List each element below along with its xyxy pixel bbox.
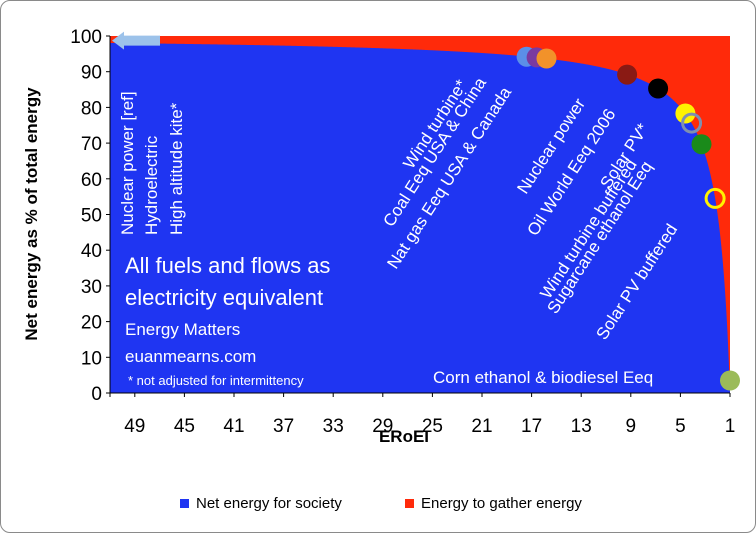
marker-point-11 [704,187,726,209]
y-tick-label: 0 [91,384,102,405]
info-footnote: * not adjusted for intermittency [128,373,304,388]
x-tick-label: 5 [675,416,686,437]
y-tick-labels: 0 10 20 30 40 50 60 70 80 90 100 [70,27,110,405]
label-corn-ethanol: Corn ethanol & biodiesel Eeq [433,368,653,387]
y-tick-label: 50 [81,206,102,227]
legend-swatch-gather [405,499,414,508]
x-tick-label: 1 [725,416,736,437]
x-tick-label: 17 [521,416,542,437]
label-high-altitude-kite: High altitude kite* [167,102,186,235]
x-tick-label: 45 [174,416,195,437]
marker-point-8 [675,103,696,124]
marker-point-6 [617,64,638,85]
y-tick-label: 20 [81,313,102,334]
x-tick-labels: 49 45 41 37 33 29 25 21 17 13 9 5 1 [124,393,735,437]
info-energy-matters: Energy Matters [125,320,240,339]
data-markers [112,31,740,391]
info-line-2: electricity equivalent [125,285,323,310]
marker-point-7 [648,78,669,99]
info-website: euanmearns.com [125,347,256,366]
y-tick-label: 90 [81,63,102,84]
x-tick-label: 21 [471,416,492,437]
net-energy-area [110,43,730,393]
marker-point-10 [691,134,712,155]
info-line-1: All fuels and flows as [125,253,330,278]
y-tick-label: 30 [81,277,102,298]
x-tick-label: 29 [372,416,393,437]
x-tick-label: 9 [626,416,637,437]
x-tick-label: 49 [124,416,145,437]
marker-arrow-off-scale [112,31,160,50]
y-tick-label: 40 [81,241,102,262]
marker-point-5 [536,48,557,69]
y-axis-title: Net energy as % of total energy [22,87,41,341]
x-tick-label: 13 [571,416,592,437]
x-tick-label: 37 [273,416,294,437]
y-tick-label: 10 [81,348,102,369]
marker-point-12 [720,370,740,391]
marker-point-9 [681,112,703,134]
legend-label-net: Net energy for society [196,495,342,512]
label-nuclear-ref: Nuclear power [ref] [118,91,137,235]
x-tick-label: 25 [422,416,443,437]
x-axis-title: ERoEI [379,427,429,446]
x-tick-label: 41 [223,416,244,437]
label-hydroelectric: Hydroelectric [142,135,161,235]
info-block: All fuels and flows as electricity equiv… [125,253,330,388]
y-tick-label: 70 [81,134,102,155]
legend: Net energy for society Energy to gather … [180,495,582,512]
x-tick-label: 33 [323,416,344,437]
y-tick-label: 80 [81,98,102,119]
y-tick-label: 60 [81,170,102,191]
legend-swatch-net [180,499,189,508]
y-tick-label: 100 [70,27,102,48]
legend-label-gather: Energy to gather energy [421,495,582,512]
